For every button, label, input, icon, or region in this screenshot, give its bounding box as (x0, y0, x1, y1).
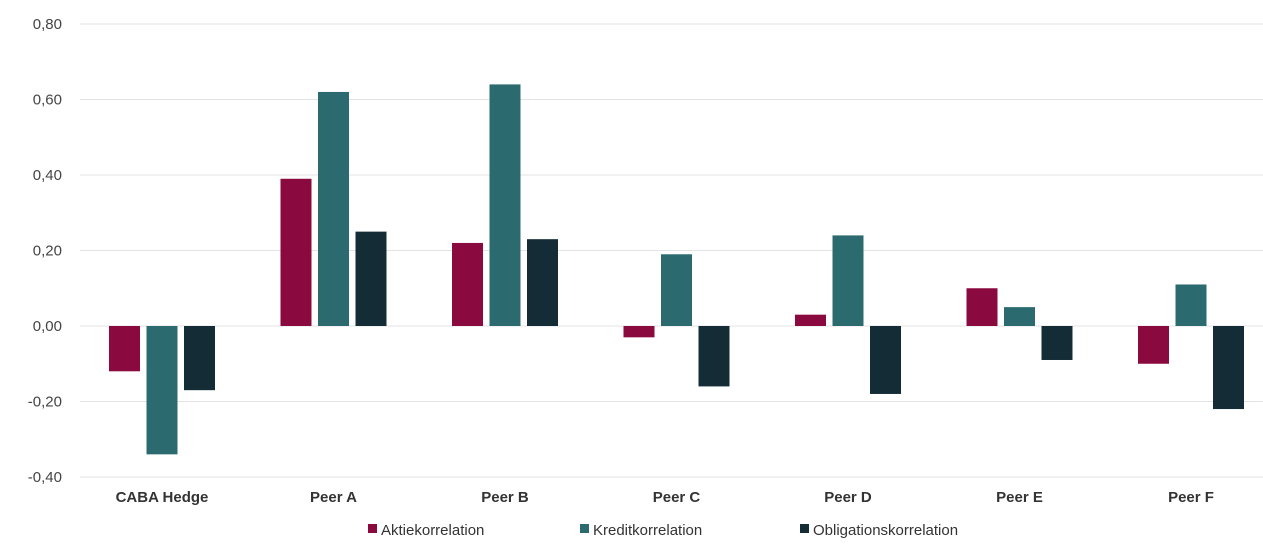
legend-label: Kreditkorrelation (593, 522, 702, 539)
bar-kreditkorrelation-caba-hedge (146, 326, 178, 455)
legend-item: Obligationskorrelation (800, 522, 958, 539)
bar-obligationskorrelation-peer-a (355, 231, 387, 326)
bar-kreditkorrelation-peer-e (1004, 307, 1035, 326)
bars (109, 84, 1244, 455)
legend-item: Aktiekorrelation (368, 522, 484, 539)
bar-obligationskorrelation-peer-e (1041, 326, 1073, 360)
legend-label: Obligationskorrelation (813, 522, 958, 539)
x-category-label: Peer A (310, 489, 357, 506)
x-axis-category-labels: CABA Hedge Peer A Peer B Peer C Peer D Peer E… (116, 489, 1214, 506)
y-tick-label: -0,20 (28, 394, 62, 411)
bar-aktiekorrelation-peer-c (623, 326, 655, 338)
y-tick-label: 0,00 (33, 318, 62, 335)
x-category-label: Peer F (1168, 489, 1214, 506)
legend: Aktiekorrelation Kreditkorrelation Obligat… (368, 522, 958, 539)
bar-kreditkorrelation-peer-a (318, 91, 349, 326)
bar-obligationskorrelation-peer-c (698, 326, 730, 387)
gridlines (80, 23, 1263, 478)
bar-aktiekorrelation-peer-e (966, 288, 998, 326)
y-tick-label: 0,40 (33, 167, 62, 184)
bar-obligationskorrelation-peer-b (527, 239, 558, 326)
y-tick-label: 0,20 (33, 243, 62, 260)
x-category-label: Peer D (824, 489, 872, 506)
bar-kreditkorrelation-peer-b (489, 84, 521, 327)
x-category-label: Peer C (653, 489, 701, 506)
bar-obligationskorrelation-peer-d (870, 326, 901, 394)
y-tick-label: 0,80 (33, 16, 62, 33)
bar-kreditkorrelation-peer-c (661, 254, 692, 326)
x-category-label: CABA Hedge (116, 489, 209, 506)
bar-kreditkorrelation-peer-d (832, 235, 864, 326)
bar-aktiekorrelation-caba-hedge (109, 326, 140, 372)
y-axis-tick-labels: 0,80 0,60 0,40 0,20 0,00 -0,20 -0,40 (28, 16, 62, 486)
bar-aktiekorrelation-peer-d (795, 314, 826, 326)
x-category-label: Peer B (481, 489, 529, 506)
legend-swatch (800, 524, 809, 533)
bar-kreditkorrelation-peer-f (1175, 284, 1207, 326)
legend-swatch (580, 524, 589, 533)
x-category-label: Peer E (996, 489, 1043, 506)
y-tick-label: -0,40 (28, 469, 62, 486)
bar-obligationskorrelation-caba-hedge (184, 326, 215, 391)
bar-obligationskorrelation-peer-f (1213, 326, 1244, 410)
bar-aktiekorrelation-peer-a (280, 178, 312, 326)
legend-swatch (368, 524, 377, 533)
bar-aktiekorrelation-peer-f (1138, 326, 1169, 364)
legend-label: Aktiekorrelation (381, 522, 484, 539)
legend-item: Kreditkorrelation (580, 522, 702, 539)
y-tick-label: 0,60 (33, 92, 62, 109)
bar-aktiekorrelation-peer-b (452, 242, 483, 326)
